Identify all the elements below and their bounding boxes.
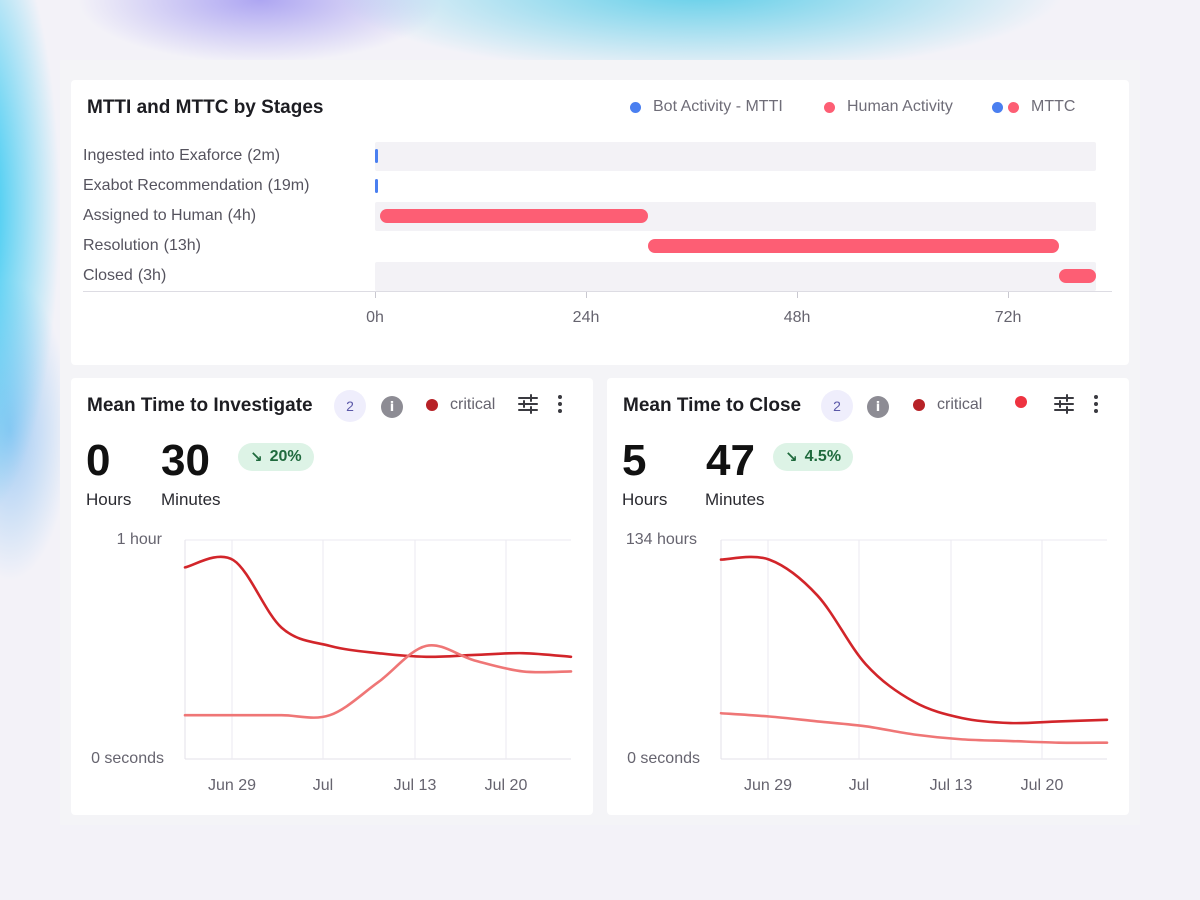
x-tick-label: 72h — [994, 309, 1022, 326]
secondary-series-line — [719, 711, 1109, 745]
critical-series-line — [183, 555, 573, 659]
more-vertical-icon[interactable] — [1084, 392, 1108, 416]
x-tick-label: Jun 29 — [743, 777, 793, 794]
legend-label: MTTC — [1031, 98, 1076, 115]
minutes-unit: Minutes — [705, 490, 765, 509]
x-tick-label: Jun 29 — [207, 777, 257, 794]
delta-badge: ↘ 4.5% — [773, 443, 854, 471]
stage-label: Resolution (13h) — [83, 237, 201, 255]
legend-human-activity[interactable]: Human Activity — [824, 98, 953, 116]
legend-mttc[interactable]: MTTC — [992, 98, 1075, 116]
stage-duration: (19m) — [267, 177, 310, 194]
x-tick-label: Jul 13 — [393, 777, 437, 794]
stage-name: Ingested into Exaforce — [83, 147, 243, 164]
x-tick-label: Jul 13 — [929, 777, 973, 794]
arrow-down-right-icon: ↘ — [250, 449, 263, 466]
x-tick — [797, 292, 799, 298]
info-icon[interactable]: i — [867, 396, 889, 418]
critical-dot — [913, 399, 925, 411]
x-tick-label: 48h — [783, 309, 811, 326]
y-top-label: 1 hour — [116, 531, 162, 548]
x-tick-label: Jul 20 — [484, 777, 528, 794]
stage-bar[interactable] — [375, 179, 379, 193]
mtti-card: Mean Time to Investigate 2 i critical 0 … — [71, 378, 593, 815]
critical-series-line — [719, 555, 1109, 725]
stage-bar[interactable] — [647, 239, 1060, 253]
count-badge: 2 — [334, 390, 366, 422]
hours-unit: Hours — [86, 490, 132, 509]
filter-sliders-icon[interactable] — [1052, 392, 1076, 416]
legend-critical[interactable]: critical — [426, 396, 495, 414]
stage-bar[interactable] — [380, 209, 648, 223]
legend-critical[interactable]: critical — [913, 396, 982, 414]
legend-label: critical — [937, 396, 983, 413]
stage-label: Exabot Recommendation (19m) — [83, 177, 309, 195]
stage-track — [375, 262, 1096, 291]
delta-value: 20% — [269, 448, 302, 465]
stage-name: Resolution — [83, 237, 159, 254]
mttc-human-dot — [1008, 101, 1019, 113]
mttc-bot-dot — [992, 101, 1003, 113]
stage-duration: (13h) — [163, 237, 201, 254]
legend-secondary[interactable] — [1015, 396, 1027, 408]
secondary-series-line — [183, 643, 573, 719]
x-tick-label: Jul — [848, 777, 870, 794]
x-tick-label: 0h — [366, 309, 384, 326]
mttc-title: Mean Time to Close — [623, 395, 802, 416]
stage-name: Exabot Recommendation — [83, 177, 263, 194]
count-badge: 2 — [821, 390, 853, 422]
x-tick — [586, 292, 588, 298]
minutes-value: 47 — [706, 436, 755, 485]
mttc-line-chart — [719, 539, 1109, 760]
stage-duration: (2m) — [247, 147, 281, 164]
hours-value: 0 — [86, 436, 111, 485]
x-tick-label: 24h — [572, 309, 600, 326]
stage-duration: (4h) — [227, 207, 257, 224]
human-activity-dot — [824, 101, 835, 113]
stage-name: Assigned to Human — [83, 207, 223, 224]
y-bottom-label: 0 seconds — [627, 750, 700, 767]
mttc-card: Mean Time to Close 2 i critical 5 Hours … — [607, 378, 1129, 815]
x-tick-label: Jul — [312, 777, 334, 794]
stage-track — [375, 142, 1096, 171]
legend-label: critical — [450, 396, 496, 413]
critical-dot — [426, 399, 438, 411]
info-icon[interactable]: i — [381, 396, 403, 418]
legend-label: Human Activity — [847, 98, 953, 115]
delta-badge: ↘ 20% — [238, 443, 314, 471]
minutes-unit: Minutes — [161, 490, 221, 509]
stage-label: Ingested into Exaforce (2m) — [83, 147, 280, 165]
x-tick — [1008, 292, 1010, 298]
minutes-value: 30 — [161, 436, 210, 485]
bot-activity-dot — [630, 101, 641, 113]
x-axis-line — [83, 291, 1112, 292]
more-vertical-icon[interactable] — [548, 392, 572, 416]
mtti-title: Mean Time to Investigate — [87, 395, 313, 416]
secondary-dot — [1015, 396, 1027, 408]
mtti-line-chart — [183, 539, 573, 760]
stage-label: Closed (3h) — [83, 267, 166, 285]
x-tick — [375, 292, 376, 298]
stage-duration: (3h) — [137, 267, 167, 284]
y-top-label: 134 hours — [625, 531, 697, 548]
legend-label: Bot Activity - MTTI — [653, 98, 783, 115]
arrow-down-right-icon: ↘ — [785, 449, 798, 466]
stage-name: Closed — [83, 267, 133, 284]
stage-label: Assigned to Human (4h) — [83, 207, 256, 225]
x-tick-label: Jul 20 — [1020, 777, 1064, 794]
stage-bar[interactable] — [375, 149, 378, 163]
stages-card: MTTI and MTTC by Stages Bot Activity - M… — [71, 80, 1129, 365]
stages-card-title: MTTI and MTTC by Stages — [87, 97, 324, 118]
filter-sliders-icon[interactable] — [516, 392, 540, 416]
hours-value: 5 — [622, 436, 647, 485]
y-bottom-label: 0 seconds — [91, 750, 164, 767]
delta-value: 4.5% — [804, 448, 842, 465]
hours-unit: Hours — [622, 490, 668, 509]
legend-bot-activity[interactable]: Bot Activity - MTTI — [630, 98, 783, 116]
stage-bar[interactable] — [1059, 269, 1096, 283]
